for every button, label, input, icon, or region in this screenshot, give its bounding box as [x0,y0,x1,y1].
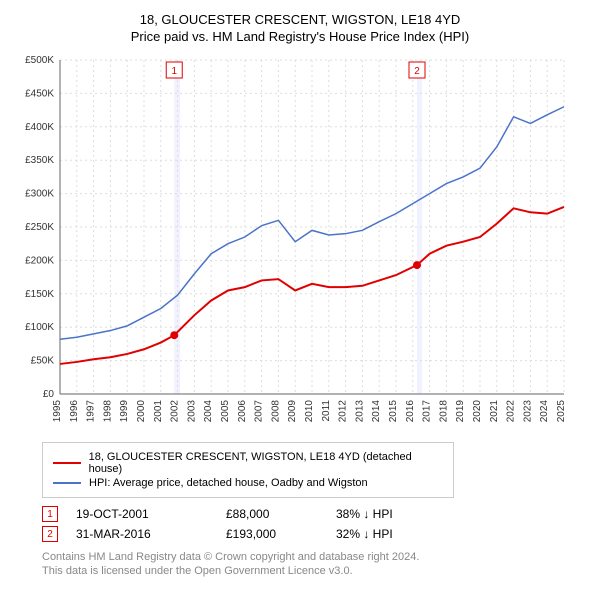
svg-text:£200K: £200K [25,255,54,266]
svg-text:1999: 1999 [119,400,130,423]
footer-attribution: Contains HM Land Registry data © Crown c… [42,550,542,579]
marker-price: £88,000 [226,507,336,521]
svg-text:2017: 2017 [422,400,433,423]
svg-text:£100K: £100K [25,322,54,333]
svg-text:1997: 1997 [86,400,97,423]
svg-text:£500K: £500K [25,55,54,66]
chart-svg: £0 £50K £100K £150K £200K £250K £300K £350K £400… [12,52,572,432]
footer-line: Contains HM Land Registry data © Crown c… [42,550,542,564]
svg-text:2018: 2018 [438,400,449,423]
sale-marker-row: 1 19-OCT-2001 £88,000 38% ↓ HPI [42,506,588,522]
svg-text:£350K: £350K [25,155,54,166]
svg-text:2007: 2007 [254,400,265,423]
svg-text:2013: 2013 [354,400,365,423]
svg-text:2023: 2023 [522,400,533,423]
chart-title-block: 18, GLOUCESTER CRESCENT, WIGSTON, LE18 4… [12,12,588,44]
svg-text:£450K: £450K [25,88,54,99]
svg-text:1: 1 [171,66,177,77]
svg-text:2022: 2022 [506,400,517,423]
svg-text:2015: 2015 [388,400,399,423]
legend-swatch [53,462,81,464]
svg-text:2002: 2002 [170,400,181,423]
svg-text:1998: 1998 [102,400,113,423]
price-chart: £0 £50K £100K £150K £200K £250K £300K £350K £400… [12,52,572,432]
legend-label: HPI: Average price, detached house, Oadb… [89,477,368,489]
marker-pct: 32% ↓ HPI [336,527,476,541]
marker-pct: 38% ↓ HPI [336,507,476,521]
marker-date: 19-OCT-2001 [76,507,226,521]
svg-text:£150K: £150K [25,289,54,300]
chart-subtitle: Price paid vs. HM Land Registry's House … [12,29,588,44]
svg-text:2020: 2020 [472,400,483,423]
svg-text:2019: 2019 [455,400,466,423]
svg-text:2012: 2012 [338,400,349,423]
svg-text:£0: £0 [43,389,55,400]
legend-item: HPI: Average price, detached house, Oadb… [53,477,443,489]
legend-swatch [53,482,81,484]
marker-price: £193,000 [226,527,336,541]
svg-text:2: 2 [414,66,420,77]
footer-line: This data is licensed under the Open Gov… [42,564,542,578]
svg-text:2001: 2001 [153,400,164,423]
svg-text:2011: 2011 [321,400,332,422]
svg-text:1995: 1995 [52,400,63,423]
legend-item: 18, GLOUCESTER CRESCENT, WIGSTON, LE18 4… [53,451,443,475]
svg-text:2025: 2025 [556,400,567,423]
svg-text:2003: 2003 [186,400,197,423]
svg-text:2005: 2005 [220,400,231,423]
svg-text:2006: 2006 [237,400,248,423]
svg-text:2016: 2016 [405,400,416,423]
marker-date: 31-MAR-2016 [76,527,226,541]
svg-text:2021: 2021 [489,400,500,423]
svg-text:2014: 2014 [371,400,382,423]
svg-text:2024: 2024 [539,400,550,423]
svg-text:2010: 2010 [304,400,315,423]
svg-text:2004: 2004 [203,400,214,423]
svg-text:£250K: £250K [25,222,54,233]
svg-text:2008: 2008 [270,400,281,423]
svg-text:1996: 1996 [69,400,80,423]
marker-chip: 1 [42,506,58,522]
sale-marker-row: 2 31-MAR-2016 £193,000 32% ↓ HPI [42,526,588,542]
legend-label: 18, GLOUCESTER CRESCENT, WIGSTON, LE18 4… [89,451,443,475]
sale-markers-table: 1 19-OCT-2001 £88,000 38% ↓ HPI 2 31-MAR… [42,506,588,542]
chart-legend: 18, GLOUCESTER CRESCENT, WIGSTON, LE18 4… [42,442,454,498]
svg-text:2000: 2000 [136,400,147,423]
chart-title: 18, GLOUCESTER CRESCENT, WIGSTON, LE18 4… [12,12,588,27]
marker-chip: 2 [42,526,58,542]
svg-text:£400K: £400K [25,122,54,133]
svg-text:£300K: £300K [25,189,54,200]
svg-text:£50K: £50K [31,356,55,367]
svg-text:2009: 2009 [287,400,298,423]
